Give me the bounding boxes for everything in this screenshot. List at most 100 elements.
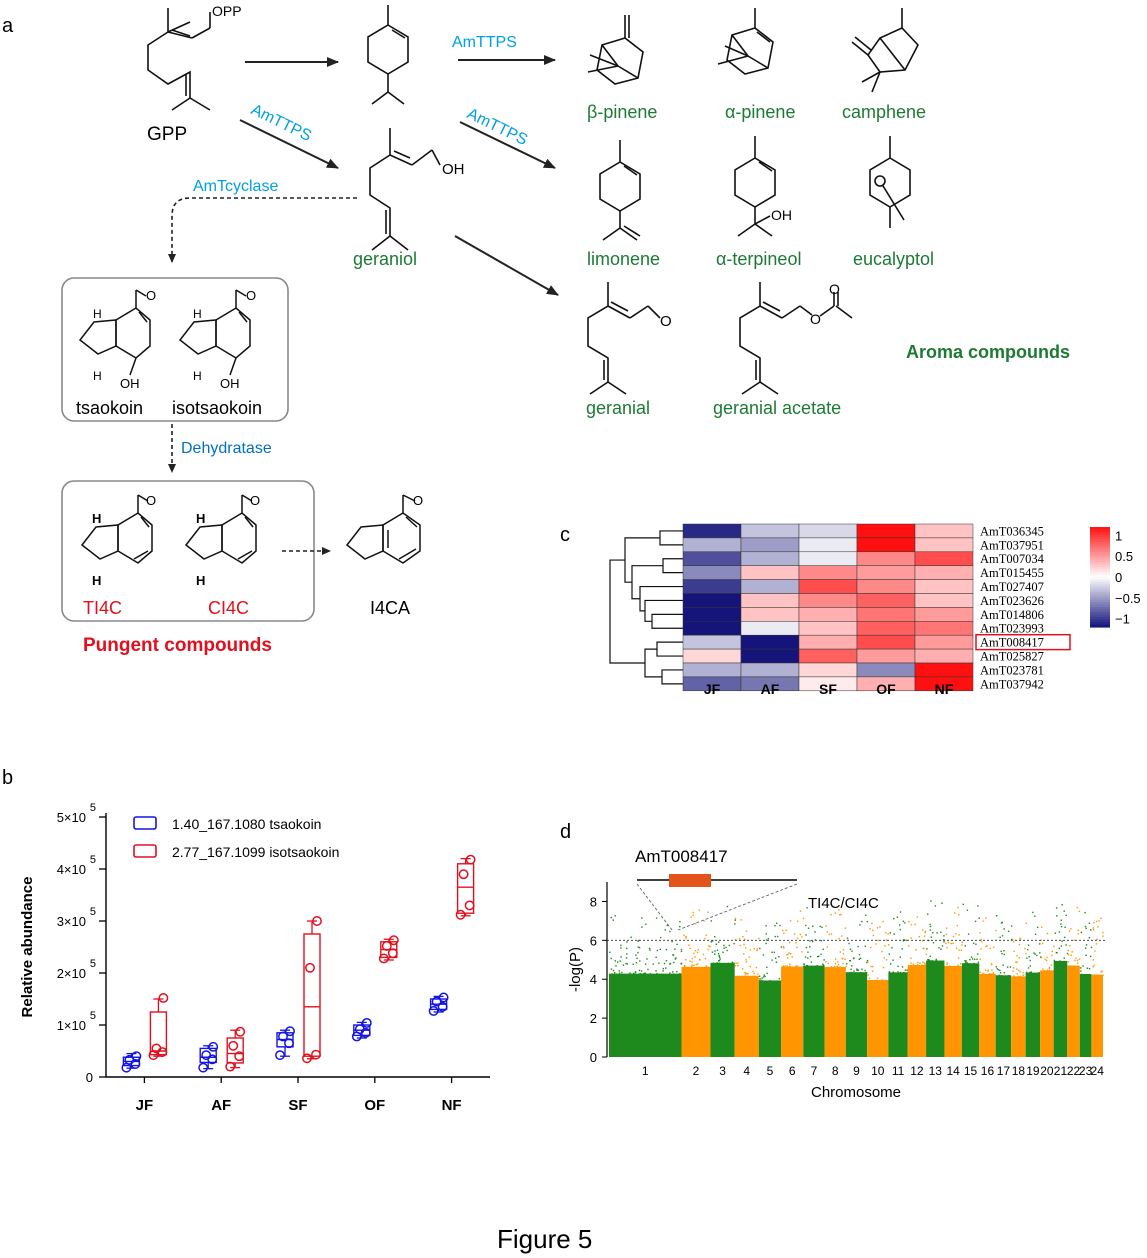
- snp-point: [830, 966, 833, 968]
- snp-point: [839, 951, 841, 953]
- snp-point: [726, 905, 729, 908]
- snp-point: [992, 972, 995, 974]
- snp-point: [838, 937, 840, 940]
- snp-peak: [734, 917, 737, 920]
- heatmap-col-label: AF: [761, 681, 780, 697]
- snp-peak: [945, 933, 948, 936]
- snp-point: [868, 977, 871, 980]
- snp-point: [999, 936, 1001, 939]
- snp-point: [637, 940, 639, 942]
- h-label-ci4c-top: H: [196, 511, 205, 526]
- snp-point: [771, 951, 773, 953]
- snp-point: [678, 973, 680, 976]
- boxplot-chart: 0 1×10 5 2×10 5 3×10 5 4×10 5 5×10 5 Relative abund…: [19, 802, 490, 1114]
- heatmap-cell: [914, 593, 974, 608]
- chromosome-label: 15: [964, 1064, 978, 1078]
- snp-point: [708, 945, 710, 947]
- o-label-geranial: O: [660, 313, 672, 330]
- snp-point: [861, 968, 863, 970]
- snp-point: [925, 953, 928, 956]
- snp-point: [1048, 966, 1051, 969]
- snp-peak: [694, 956, 696, 958]
- snp-point: [766, 972, 768, 975]
- snp-point: [644, 973, 646, 975]
- heatmap-row-label: AmT015455: [980, 566, 1044, 580]
- heatmap-cell: [914, 662, 974, 678]
- snp-point: [988, 972, 991, 975]
- legend-gradient-step: [1090, 577, 1110, 581]
- snp-point: [996, 915, 998, 917]
- snp-peak: [802, 917, 805, 920]
- snp-point: [864, 969, 866, 972]
- snp-point: [806, 964, 809, 967]
- snp-point: [801, 936, 803, 938]
- snp-point: [924, 931, 926, 934]
- dendrogram-branch: [662, 558, 683, 574]
- legend-gradient-step: [1090, 579, 1110, 583]
- snp-point: [814, 931, 816, 933]
- snp-point: [707, 948, 709, 951]
- snp-point: [918, 964, 920, 967]
- arrow-gpp-to-geraniol: [239, 119, 339, 169]
- legend-gradient-step: [1090, 614, 1110, 618]
- snp-point: [620, 947, 622, 949]
- snp-peak: [776, 935, 779, 938]
- snp-point: [1000, 922, 1003, 924]
- snp-point: [621, 971, 623, 974]
- snp-point: [1080, 967, 1082, 969]
- snp-point: [745, 961, 748, 963]
- snp-point: [1037, 972, 1039, 974]
- snp-point: [957, 914, 960, 916]
- snp-point: [1008, 974, 1010, 977]
- snp-peak: [882, 920, 884, 923]
- snp-point: [734, 919, 736, 921]
- arrow-to-limonene: [459, 121, 556, 169]
- o-label-acetate-carbonyl: O: [829, 281, 840, 297]
- snp-point: [866, 920, 869, 923]
- snp-point: [712, 940, 714, 942]
- heatmap-row-label: AmT027407: [980, 580, 1044, 594]
- snp-point: [1068, 930, 1071, 932]
- snp-point: [706, 966, 708, 969]
- snp-point: [872, 965, 874, 968]
- heatmap-row-label: AmT025827: [980, 650, 1044, 664]
- snp-point: [783, 947, 785, 949]
- snp-point: [1052, 970, 1055, 972]
- legend-gradient-step: [1090, 544, 1110, 548]
- snp-point: [927, 913, 929, 915]
- dendrogram-branch: [644, 599, 683, 622]
- data-point: [312, 916, 322, 926]
- snp-point: [1060, 925, 1063, 928]
- y-tick-label: 0: [590, 1050, 597, 1065]
- data-point: [151, 1043, 162, 1054]
- snp-point: [784, 965, 786, 967]
- arrow-to-geranial: [454, 235, 559, 296]
- snp-point: [897, 971, 899, 973]
- snp-point: [963, 963, 965, 965]
- heatmap-cell: [682, 662, 742, 678]
- snp-point: [805, 934, 807, 936]
- snp-point: [671, 940, 673, 943]
- snp-point: [1006, 966, 1009, 968]
- snp-point: [659, 948, 661, 951]
- snp-point: [906, 972, 909, 974]
- legend-gradient-step: [1090, 624, 1110, 628]
- snp-point: [897, 965, 899, 968]
- chromosome-band: [1079, 973, 1092, 1057]
- snp-point: [1060, 945, 1063, 947]
- snp-point: [861, 920, 863, 923]
- chromosome-band: [926, 960, 945, 1057]
- snp-point: [705, 965, 707, 967]
- snp-point: [865, 971, 868, 974]
- snp-point: [1078, 910, 1081, 913]
- snp-point: [1065, 914, 1067, 917]
- oh-label-terpineol: OH: [771, 207, 792, 223]
- snp-point: [982, 972, 984, 975]
- heatmap-row-label: AmT007034: [980, 552, 1045, 566]
- snp-point: [910, 923, 913, 926]
- snp-point: [774, 957, 777, 960]
- legend-gradient-step: [1090, 532, 1110, 536]
- snp-point: [820, 953, 822, 956]
- snp-point: [679, 925, 681, 928]
